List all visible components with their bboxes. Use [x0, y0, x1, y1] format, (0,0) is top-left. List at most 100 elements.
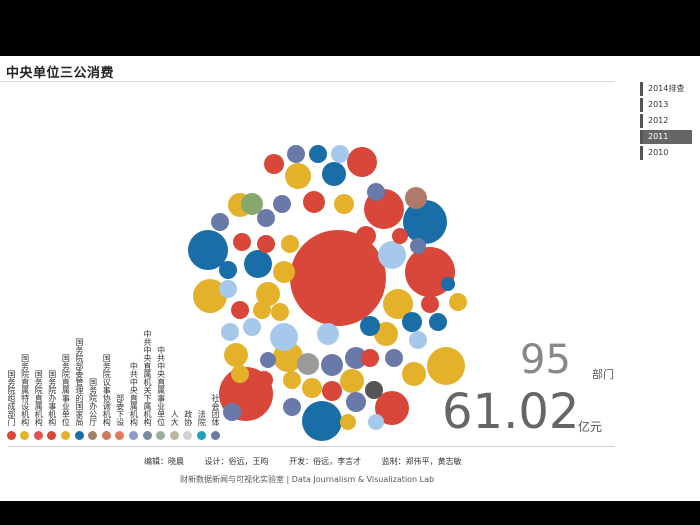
legend-label-1[interactable]: 国务院直属特设机构: [20, 354, 30, 426]
legend-dot-10[interactable]: [142, 431, 152, 440]
department-bubble[interactable]: [302, 401, 342, 441]
department-bubble[interactable]: [219, 280, 237, 298]
department-bubble[interactable]: [368, 414, 384, 430]
department-bubble[interactable]: [302, 378, 322, 398]
department-bubble[interactable]: [211, 213, 229, 231]
department-bubble[interactable]: [410, 238, 426, 254]
legend-dot-2[interactable]: [33, 431, 43, 440]
legend-dot-14[interactable]: [196, 431, 206, 440]
department-bubble[interactable]: [241, 193, 263, 215]
department-bubble[interactable]: [273, 195, 291, 213]
legend-label-2[interactable]: 国务院直属机构: [34, 370, 44, 426]
department-bubble[interactable]: [257, 209, 275, 227]
legend-dot-15[interactable]: [210, 431, 220, 440]
department-bubble[interactable]: [347, 147, 377, 177]
department-bubble[interactable]: [273, 261, 295, 283]
legend-label-9[interactable]: 中共中央直属机构: [129, 362, 139, 426]
department-bubble[interactable]: [317, 323, 339, 345]
department-bubble[interactable]: [219, 261, 237, 279]
department-bubble[interactable]: [322, 381, 342, 401]
department-bubble[interactable]: [223, 403, 241, 421]
department-bubble[interactable]: [392, 228, 408, 244]
department-bubble[interactable]: [287, 145, 305, 163]
department-bubble[interactable]: [260, 352, 276, 368]
year-tab-1[interactable]: 2013: [640, 98, 692, 112]
year-tab-4[interactable]: 2010: [640, 146, 692, 160]
department-bubble[interactable]: [427, 347, 465, 385]
department-bubble[interactable]: [309, 145, 327, 163]
department-bubble[interactable]: [244, 250, 272, 278]
department-bubble[interactable]: [231, 365, 249, 383]
department-bubble[interactable]: [346, 392, 366, 412]
department-bubble[interactable]: [340, 414, 356, 430]
year-tab-0[interactable]: 2014排查: [640, 82, 692, 96]
legend-label-3[interactable]: 国务院办事机构: [47, 370, 57, 426]
legend-dot-5[interactable]: [74, 431, 84, 440]
department-bubble[interactable]: [290, 230, 386, 326]
department-bubble[interactable]: [361, 349, 379, 367]
legend-dot-8[interactable]: [115, 431, 125, 440]
department-bubble[interactable]: [405, 187, 427, 209]
legend-label-10[interactable]: 中共中央直属机关下属机构: [143, 330, 152, 426]
department-bubble[interactable]: [283, 398, 301, 416]
legend-dot-11[interactable]: [156, 431, 166, 440]
department-bubble[interactable]: [409, 331, 427, 349]
department-bubble[interactable]: [429, 313, 447, 331]
year-tab-2[interactable]: 2012: [640, 114, 692, 128]
department-bubble[interactable]: [264, 154, 284, 174]
department-bubble[interactable]: [334, 194, 354, 214]
department-bubble[interactable]: [378, 241, 406, 269]
legend-label-12[interactable]: 人大: [170, 410, 180, 426]
department-bubble[interactable]: [360, 316, 380, 336]
department-bubble[interactable]: [281, 235, 299, 253]
department-bubble[interactable]: [374, 322, 398, 346]
legend-label-15[interactable]: 社会团体: [211, 394, 220, 426]
department-bubble[interactable]: [331, 145, 349, 163]
department-bubble[interactable]: [441, 277, 455, 291]
legend-dot-13[interactable]: [183, 431, 193, 440]
legend-dot-9[interactable]: [128, 431, 138, 440]
legend-label-4[interactable]: 国务院直属事业单位: [61, 354, 71, 426]
department-bubble[interactable]: [285, 163, 311, 189]
department-bubble[interactable]: [365, 381, 383, 399]
legend-label-5[interactable]: 国务院部委管理的国家局: [75, 338, 84, 426]
year-tab-3[interactable]: 2011: [640, 130, 692, 144]
department-bubble[interactable]: [243, 318, 261, 336]
department-bubble[interactable]: [375, 391, 409, 425]
legend-label-11[interactable]: 中共中央直属事业单位: [156, 346, 166, 426]
department-bubble[interactable]: [402, 312, 422, 332]
legend-label-6[interactable]: 国务院办公厅: [88, 378, 98, 426]
department-bubble[interactable]: [403, 200, 447, 244]
department-bubble[interactable]: [402, 362, 426, 386]
department-bubble[interactable]: [385, 349, 403, 367]
department-bubble[interactable]: [421, 295, 439, 313]
department-bubble[interactable]: [257, 235, 275, 253]
legend-dot-12[interactable]: [169, 431, 179, 440]
department-bubble[interactable]: [271, 303, 289, 321]
department-bubble[interactable]: [383, 289, 413, 319]
department-bubble[interactable]: [255, 371, 273, 389]
department-bubble[interactable]: [270, 323, 298, 351]
department-bubble[interactable]: [283, 371, 301, 389]
department-bubble[interactable]: [297, 353, 319, 375]
department-bubble[interactable]: [253, 301, 271, 319]
legend-dot-4[interactable]: [60, 431, 70, 440]
legend-label-14[interactable]: 法院: [197, 410, 207, 426]
department-bubble[interactable]: [221, 323, 239, 341]
legend-dot-6[interactable]: [88, 431, 98, 440]
department-bubble[interactable]: [367, 183, 385, 201]
department-bubble[interactable]: [321, 354, 343, 376]
legend-label-0[interactable]: 国务院组成部门: [7, 370, 16, 426]
department-bubble[interactable]: [193, 279, 227, 313]
department-bubble[interactable]: [233, 233, 251, 251]
legend-dot-7[interactable]: [101, 431, 111, 440]
department-bubble[interactable]: [345, 347, 367, 369]
legend-label-7[interactable]: 国务院议事协调机构: [102, 354, 112, 426]
department-bubble[interactable]: [356, 226, 376, 246]
legend-dot-1[interactable]: [20, 431, 30, 440]
department-bubble[interactable]: [188, 230, 228, 270]
department-bubble[interactable]: [340, 369, 364, 393]
legend-label-13[interactable]: 政协: [183, 410, 193, 426]
legend-dot-3[interactable]: [47, 431, 57, 440]
department-bubble[interactable]: [303, 191, 325, 213]
